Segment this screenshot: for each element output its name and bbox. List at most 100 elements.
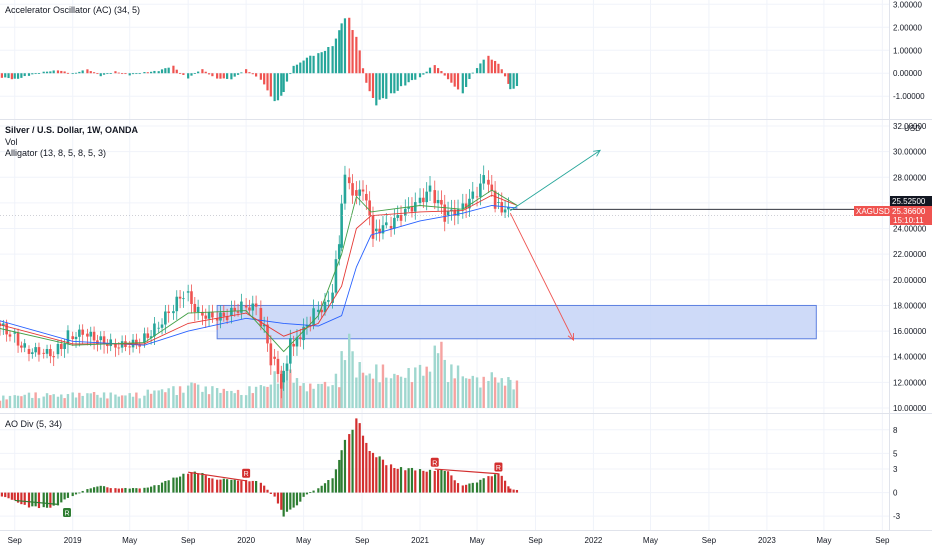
- ao-bar: [106, 487, 109, 493]
- candle-body: [425, 191, 428, 203]
- volume-bar: [507, 377, 510, 408]
- volume-bar: [302, 383, 305, 408]
- ac-bar: [393, 73, 396, 94]
- candle-body: [407, 206, 410, 209]
- candle-body: [211, 312, 214, 318]
- ac-bar: [124, 73, 127, 75]
- ac-bar: [490, 59, 493, 74]
- candle-body: [20, 345, 23, 348]
- ac-bar: [78, 71, 81, 74]
- tick-label-price: 22.00000: [893, 250, 927, 259]
- ac-bar: [60, 70, 63, 74]
- candle-body: [259, 308, 263, 327]
- volume-bar: [120, 395, 124, 408]
- ao-bar: [146, 487, 149, 493]
- ao-bar: [320, 485, 323, 493]
- tick-label-ao: 5: [893, 449, 898, 458]
- ac-bar: [348, 17, 351, 74]
- ao-bar: [114, 488, 117, 493]
- tick-label-ao: 8: [893, 426, 898, 435]
- x-tick-label: May: [296, 536, 311, 545]
- currency-label: USD: [904, 124, 921, 133]
- ao-bar: [135, 488, 138, 493]
- ac-bar: [263, 73, 266, 85]
- ao-bar: [23, 492, 26, 505]
- ao-bar: [89, 488, 92, 493]
- volume-bar: [404, 377, 407, 408]
- ac-bar: [418, 73, 422, 78]
- ac-bar: [317, 53, 320, 74]
- ao-bar: [219, 479, 222, 493]
- ac-bar: [385, 73, 388, 99]
- volume-bar: [124, 395, 127, 408]
- ao-bar: [131, 488, 135, 493]
- ac-bar: [172, 65, 175, 74]
- ac-bar: [31, 73, 34, 75]
- ac-bar: [13, 73, 16, 79]
- volume-bar: [13, 395, 16, 408]
- ao-bar: [143, 487, 146, 493]
- ac-bar: [425, 71, 428, 74]
- ao-bar: [276, 492, 280, 504]
- ao-bar: [503, 480, 507, 493]
- candle-body: [422, 197, 425, 203]
- ac-bar: [0, 73, 4, 78]
- ao-bar: [393, 468, 396, 493]
- ac-bar: [292, 65, 295, 74]
- volume-bar: [425, 366, 428, 408]
- ao-bar: [52, 492, 55, 506]
- volume-bar: [331, 385, 334, 408]
- tick-label-price: 32.00000: [893, 122, 927, 131]
- volume-bar: [240, 394, 243, 408]
- ao-bar: [109, 488, 112, 493]
- ac-bar: [106, 73, 109, 75]
- ac-bar: [63, 71, 66, 74]
- volume-bar: [375, 364, 378, 408]
- candle-body: [497, 202, 500, 203]
- alligator-lips-line: [0, 189, 518, 353]
- candle-body: [135, 339, 138, 345]
- candle-body: [244, 305, 248, 308]
- ac-bar: [399, 73, 403, 87]
- ao-bar: [172, 477, 175, 493]
- ao-bar: [312, 490, 315, 493]
- ac-bar: [233, 73, 236, 77]
- symbol-price-tag: XAGUSD 25.36600 15:10:11: [854, 206, 932, 225]
- candle-body: [289, 338, 292, 364]
- volume-bar: [461, 376, 464, 408]
- volume-bar: [515, 380, 519, 408]
- volume-bar: [138, 398, 141, 408]
- ac-bar: [42, 71, 45, 74]
- ao-bar: [153, 485, 156, 493]
- ac-bar: [201, 69, 204, 74]
- volume-bar: [52, 394, 55, 408]
- candle-body: [5, 323, 8, 335]
- ao-bar: [428, 469, 432, 493]
- x-tick-label: Sep: [702, 536, 717, 545]
- ao-bar: [259, 482, 262, 493]
- volume-bar: [450, 364, 453, 408]
- candle-body: [464, 203, 468, 209]
- ao-bar: [317, 488, 320, 493]
- candle-body: [204, 315, 208, 319]
- ac-bar: [515, 73, 519, 87]
- candle-body: [2, 323, 5, 326]
- candle-body: [295, 337, 299, 347]
- ao-bar: [378, 456, 381, 493]
- ac-bar: [443, 73, 446, 76]
- volume-bar: [135, 392, 138, 408]
- ao-bar: [96, 486, 99, 493]
- volume-bar: [292, 382, 295, 408]
- ac-bar: [334, 38, 338, 74]
- volume-bar: [259, 385, 263, 408]
- ac-bar: [302, 60, 305, 74]
- candle-body: [461, 203, 465, 210]
- ac-bar: [81, 70, 84, 74]
- volume-bar: [63, 398, 66, 408]
- candle-body: [493, 190, 497, 209]
- ac-bar: [320, 52, 323, 74]
- ac-bar: [422, 73, 425, 75]
- ao-bar: [285, 492, 289, 512]
- ao-bar: [450, 475, 453, 493]
